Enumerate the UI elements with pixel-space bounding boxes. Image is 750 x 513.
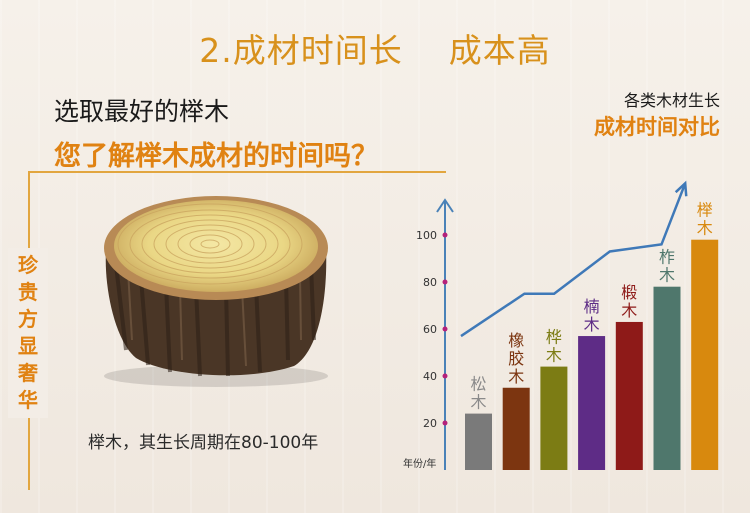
y-tick-label: 100 xyxy=(416,229,437,242)
bar xyxy=(540,366,568,470)
bar-label: 橡胶木 xyxy=(508,331,524,386)
bar-label: 桦木 xyxy=(546,328,562,365)
y-tick-label: 60 xyxy=(423,323,437,336)
wood-stump-image xyxy=(104,196,328,387)
chart-subtitle: 成材时间对比 xyxy=(594,115,720,139)
trend-arrow xyxy=(674,180,688,197)
bar xyxy=(653,286,681,470)
stump-caption: 榉木，其生长周期在80-100年 xyxy=(88,433,319,453)
bar-label: 榉木 xyxy=(697,201,713,238)
question-heading: 您了解榉木成材的时间吗？ xyxy=(54,141,378,172)
bar xyxy=(578,336,606,470)
side-label-char: 显 xyxy=(18,334,38,358)
y-tick-dot xyxy=(442,279,448,285)
y-tick-label: 20 xyxy=(423,417,437,430)
side-label-char: 方 xyxy=(18,307,38,331)
page-title: 2.成材时间长 成本高 xyxy=(199,31,551,70)
y-tick-label: 40 xyxy=(423,370,437,383)
trend-line xyxy=(460,182,687,338)
bar xyxy=(615,321,643,470)
side-label-char: 奢 xyxy=(18,361,38,385)
y-tick-dot xyxy=(442,326,448,332)
y-tick-label: 80 xyxy=(423,276,437,289)
bar-label: 楠木 xyxy=(584,297,600,334)
side-label-char: 华 xyxy=(18,388,38,412)
bar-label: 松木 xyxy=(470,375,486,412)
y-tick-dot xyxy=(442,420,448,426)
y-axis-label: 年份/年 xyxy=(403,457,436,470)
bar-label: 椴木 xyxy=(621,283,637,320)
subtitle: 选取最好的榉木 xyxy=(54,97,230,126)
bar xyxy=(502,387,530,470)
y-axis-arrow xyxy=(436,198,454,213)
y-tick-dot xyxy=(442,373,448,379)
y-tick-dot xyxy=(442,232,448,238)
bar xyxy=(691,239,719,470)
side-label: 珍 贵 方 显 奢 华 xyxy=(8,248,48,418)
bar-label: 柞木 xyxy=(659,248,675,285)
side-label-char: 贵 xyxy=(18,280,38,304)
chart-title: 各类木材生长 xyxy=(623,91,720,110)
frame-top-line xyxy=(28,171,446,173)
side-label-char: 珍 xyxy=(18,253,38,277)
bar xyxy=(465,413,492,470)
